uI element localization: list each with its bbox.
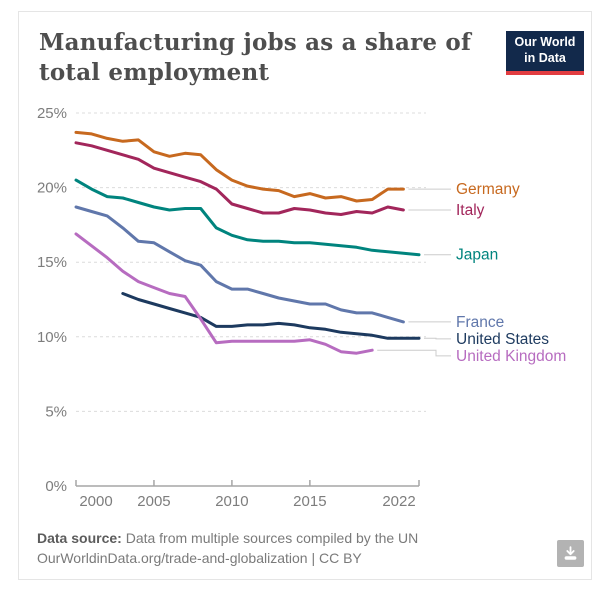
chart-card: Manufacturing jobs as a share of total em… [18, 11, 592, 580]
download-icon [564, 546, 577, 560]
y-axis-label-20: 20% [37, 180, 67, 197]
download-button[interactable] [557, 540, 584, 567]
x-axis-label-2022: 2022 [382, 493, 415, 510]
series-label-france: France [456, 314, 504, 331]
y-axis-label-25: 25% [37, 105, 67, 122]
chart-title-line2: total employment [39, 58, 270, 86]
x-axis-label-2015: 2015 [293, 493, 326, 510]
owid-logo: Our World in Data [506, 31, 584, 75]
series-line-italy [74, 141, 405, 216]
y-axis-label-15: 15% [37, 254, 67, 271]
footer-note: Data source: Data from multiple sources … [37, 528, 537, 569]
line-chart-svg: 0% 5% 10% 15% 20% 25% 2000 2005 2010 2015 2022 Germ… [37, 105, 566, 510]
data-source-label: Data source: [37, 530, 122, 546]
series-label-united-kingdom: United Kingdom [456, 348, 566, 365]
owid-logo-line2: in Data [524, 51, 566, 65]
x-axis-label-2010: 2010 [215, 493, 248, 510]
chart-title-line1: Manufacturing jobs as a share of [39, 29, 472, 56]
y-axis-label-10: 10% [37, 329, 67, 346]
series-line-japan [74, 178, 421, 257]
series-label-italy: Italy [456, 202, 485, 219]
y-axis-label-0: 0% [45, 478, 67, 495]
x-axis-label-2005: 2005 [137, 493, 170, 510]
leader-line-united-states [424, 337, 451, 340]
series-label-japan: Japan [456, 247, 498, 264]
series-label-united-states: United States [456, 331, 549, 348]
series-line-germany [74, 130, 405, 203]
data-source-text: Data from multiple sources compiled by t… [125, 530, 419, 546]
chart-title: Manufacturing jobs as a share of total em… [39, 28, 519, 88]
y-axis-label-5: 5% [45, 403, 67, 420]
series-line-france [74, 205, 405, 324]
leader-line-united-kingdom [377, 349, 451, 357]
owid-logo-line1: Our World [514, 35, 576, 50]
attribution-text: OurWorldinData.org/trade-and-globalizati… [37, 550, 362, 567]
x-axis-label-2000: 2000 [79, 493, 112, 510]
series-label-germany: Germany [456, 181, 520, 198]
series-line-united-kingdom [74, 232, 374, 355]
series-line-united-states [121, 292, 421, 340]
plot-area: 0% 5% 10% 15% 20% 25% 2000 2005 2010 2015 2022 Germ… [31, 101, 591, 526]
